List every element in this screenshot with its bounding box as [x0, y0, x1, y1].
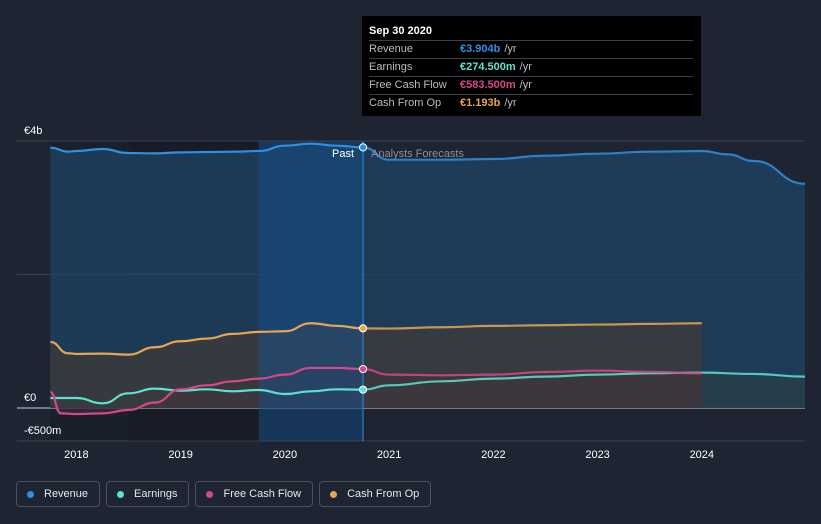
tooltip: Sep 30 2020 Revenue €3.904b /yr Earnings… [362, 16, 701, 116]
legend-label: Free Cash Flow [223, 488, 302, 500]
tooltip-label: Free Cash Flow [369, 79, 447, 91]
legend-dot-icon [206, 490, 214, 498]
series-forecast-line-free-cash-flow [363, 367, 702, 377]
legend-dot-icon [330, 490, 338, 498]
past-highlight-region [258, 141, 364, 441]
series-lines [49, 142, 806, 416]
tooltip-unit: /yr [504, 97, 517, 109]
x-tick-label: 2018 [64, 449, 88, 461]
series-markers [358, 143, 368, 394]
legend-item-cash-from-op[interactable]: Cash From Op [319, 481, 432, 507]
series-area-cash-from-op [50, 323, 702, 408]
x-axis-ticks: 2018 2019 2020 2021 2022 2023 2024 [64, 449, 714, 461]
series-line-revenue [50, 142, 364, 155]
tooltip-unit: /yr [504, 43, 517, 55]
x-tick-label: 2023 [585, 449, 609, 461]
tooltip-date: Sep 30 2020 [369, 25, 432, 37]
x-tick-label: 2024 [690, 449, 714, 461]
tooltip-unit: /yr [519, 61, 532, 73]
legend: Revenue Earnings Free Cash Flow Cash Fro… [16, 481, 432, 509]
series-forecast-line-revenue [362, 146, 806, 185]
forecast-label: Analysts Forecasts [371, 148, 464, 160]
series-line-free-cash-flow [49, 366, 364, 416]
tooltip-row-free-cash-flow: Free Cash Flow €583.500m /yr [369, 76, 693, 93]
legend-dot-icon [27, 490, 34, 498]
y-axis-ticks: €4b €0 -€500m [24, 125, 61, 437]
series-forecast-line-earnings [363, 371, 806, 391]
x-tick-label: 2020 [273, 449, 297, 461]
legend-label: Earnings [134, 488, 178, 500]
series-line-earnings [50, 387, 364, 405]
series-marker-earnings [358, 385, 368, 394]
tooltip-value: €583.500m [460, 79, 516, 91]
y-tick-label: €0 [24, 392, 36, 404]
legend-label: Cash From Op [347, 488, 420, 500]
series-marker-cash-from-op [358, 324, 368, 333]
tooltip-row-earnings: Earnings €274.500m /yr [369, 58, 693, 75]
legend-label: Revenue [44, 488, 89, 500]
x-tick-label: 2019 [168, 449, 192, 461]
legend-item-earnings[interactable]: Earnings [106, 481, 190, 507]
series-forecast-line-cash-from-op [363, 322, 702, 330]
series-line-cash-from-op [50, 322, 364, 356]
tooltip-value: €3.904b [460, 43, 501, 55]
legend-dot-icon [117, 490, 125, 498]
y-tick-label: -€500m [24, 425, 61, 437]
tooltip-row-cash-from-op: Cash From Op €1.193b /yr [369, 94, 693, 111]
tooltip-label: Revenue [369, 43, 414, 55]
series-marker-revenue [358, 143, 368, 152]
x-tick-label: 2022 [481, 449, 505, 461]
tooltip-row-revenue: Revenue €3.904b /yr [369, 40, 693, 57]
series-marker-free-cash-flow [358, 364, 368, 374]
past-label: Past [332, 148, 354, 160]
legend-item-revenue[interactable]: Revenue [16, 481, 101, 507]
x-tick-label: 2021 [377, 449, 401, 461]
tooltip-label: Cash From Op [369, 97, 442, 109]
tooltip-value: €1.193b [460, 97, 501, 109]
series-fills [50, 143, 806, 415]
tooltip-value: €274.500m [460, 61, 516, 73]
y-tick-label: €4b [24, 125, 42, 137]
legend-item-free-cash-flow[interactable]: Free Cash Flow [195, 481, 314, 507]
tooltip-unit: /yr [519, 79, 532, 91]
tooltip-label: Earnings [369, 61, 413, 73]
